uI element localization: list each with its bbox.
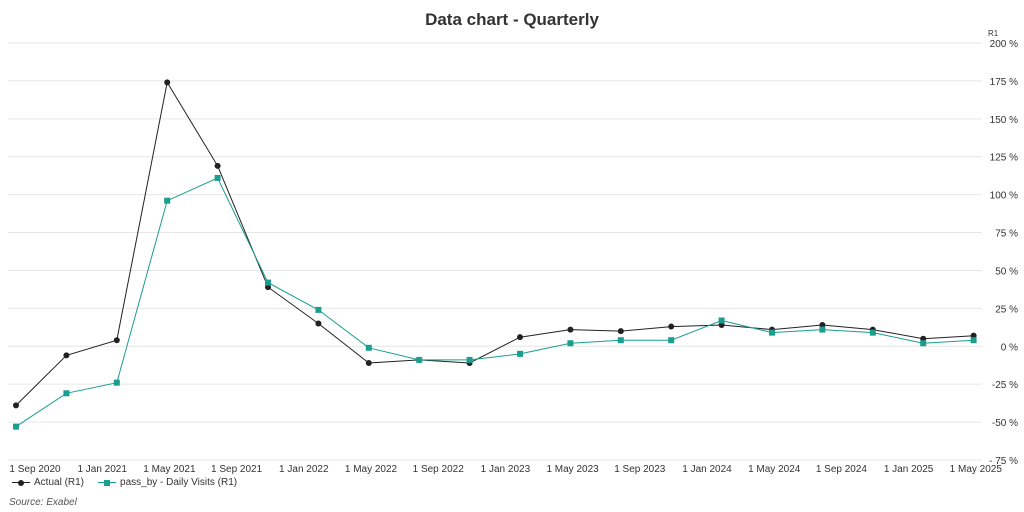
x-tick-label: 1 May 2024 — [748, 464, 801, 475]
chart-title: Data chart - Quarterly — [425, 10, 599, 29]
data-point — [617, 337, 624, 344]
y-tick-label: - 75 % — [989, 456, 1018, 467]
x-tick-label: 1 Jan 2023 — [481, 464, 531, 475]
x-tick-label: 1 Jan 2022 — [279, 464, 329, 475]
data-point — [769, 329, 775, 336]
series-0 — [13, 79, 977, 409]
data-point — [164, 197, 171, 204]
data-point — [920, 335, 927, 342]
data-point — [819, 322, 826, 329]
legend-swatch-pass-by — [98, 478, 117, 488]
legend-item-actual[interactable]: Actual (R1) — [12, 477, 84, 488]
series-1 — [13, 174, 977, 430]
x-tick-label: 1 Jan 2024 — [682, 464, 732, 475]
data-point — [416, 356, 423, 363]
y-tick-label: -25 % — [992, 380, 1018, 391]
data-point — [13, 423, 19, 430]
legend-label-pass-by: pass_by - Daily Visits (R1) — [120, 477, 238, 488]
series-line — [15, 81, 974, 406]
data-point — [517, 334, 523, 341]
data-point — [214, 162, 221, 169]
data-point — [63, 352, 70, 359]
data-point — [517, 350, 523, 357]
data-point — [63, 390, 70, 397]
data-point — [365, 359, 372, 366]
x-tick-label: 1 Sep 2021 — [211, 464, 263, 475]
series-line — [15, 177, 974, 428]
y-tick-label: 100 % — [990, 191, 1018, 202]
y-tick-label: 50 % — [995, 266, 1018, 277]
y-tick-label: 25 % — [995, 304, 1018, 315]
gridlines — [8, 42, 982, 461]
x-tick-label: 1 May 2023 — [546, 464, 599, 475]
x-axis-ticks: 1 Sep 2020 1 Jan 2021 1 May 2021 1 Sep 2021… — [9, 464, 1002, 475]
data-point — [265, 279, 271, 286]
data-point — [214, 174, 221, 181]
data-point — [113, 379, 120, 386]
y-tick-label: 125 % — [990, 153, 1018, 164]
data-point — [567, 326, 574, 333]
data-point — [920, 340, 927, 347]
data-point — [819, 326, 826, 333]
x-tick-label: 1 Jan 2025 — [884, 464, 934, 475]
data-point — [718, 317, 725, 324]
data-point — [617, 328, 624, 335]
data-point — [466, 356, 473, 363]
source-note: Source: Exabel — [9, 497, 77, 508]
legend-item-pass-by[interactable]: pass_by - Daily Visits (R1) — [98, 477, 237, 488]
x-tick-label: 1 Sep 2023 — [614, 464, 666, 475]
y-tick-label: 150 % — [990, 115, 1018, 126]
data-point — [164, 79, 171, 86]
x-tick-label: 1 May 2022 — [345, 464, 398, 475]
data-point — [315, 306, 322, 313]
legend-label-actual: Actual (R1) — [34, 477, 85, 488]
data-point — [113, 337, 120, 344]
y-axis-ticks: 200 % 175 % 150 % 125 % 100 % 75 % 50 % 25 % 0 %… — [989, 39, 1018, 467]
x-tick-label: 1 Jan 2021 — [77, 464, 127, 475]
x-tick-label: 1 Sep 2024 — [816, 464, 868, 475]
x-tick-label: 1 May 2025 — [950, 464, 1003, 475]
legend-swatch-actual — [12, 478, 30, 488]
data-point — [668, 337, 675, 344]
y-axis-unit-label: R1 — [988, 29, 999, 38]
data-point — [970, 337, 977, 344]
y-tick-label: -50 % — [992, 418, 1018, 429]
data-point — [668, 323, 675, 330]
data-point — [567, 340, 574, 347]
y-tick-label: 75 % — [995, 229, 1018, 240]
data-point — [970, 332, 977, 339]
data-point — [13, 402, 19, 409]
x-tick-label: 1 Sep 2020 — [9, 464, 61, 475]
data-point — [315, 320, 322, 327]
data-point — [718, 322, 725, 329]
x-tick-label: 1 May 2021 — [143, 464, 196, 475]
data-point — [365, 344, 372, 351]
y-tick-label: 175 % — [990, 77, 1018, 88]
legend: Actual (R1) pass_by - Daily Visits (R1) — [12, 477, 251, 488]
data-point — [869, 329, 876, 336]
series-layer — [13, 79, 977, 430]
x-tick-label: 1 Sep 2022 — [413, 464, 465, 475]
data-point — [265, 284, 271, 291]
y-tick-label: 200 % — [990, 39, 1018, 50]
y-tick-label: 0 % — [1001, 342, 1018, 353]
